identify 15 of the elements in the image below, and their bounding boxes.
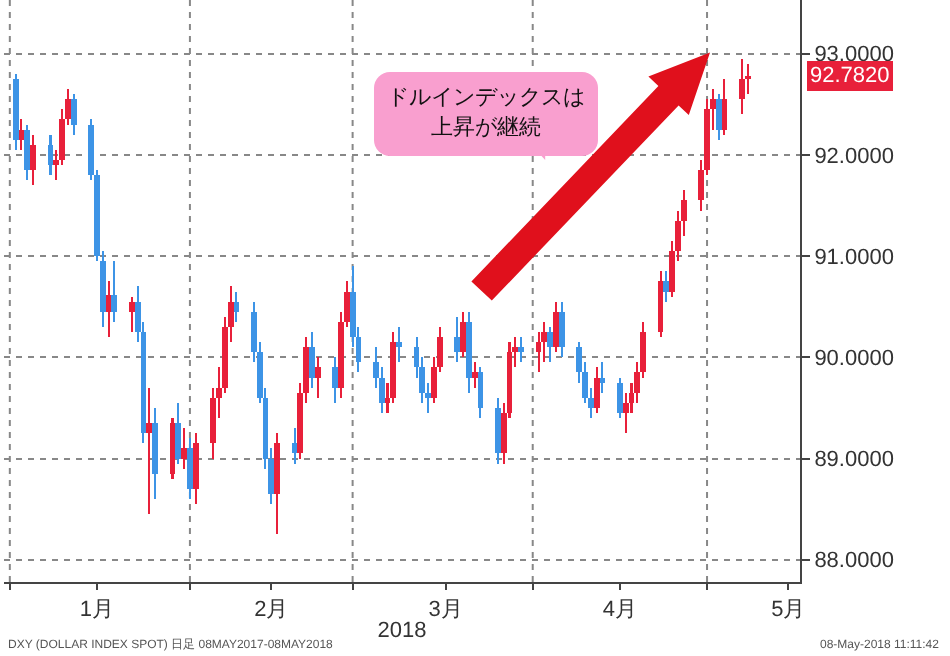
y-tick-label: 92.0000 — [814, 144, 894, 169]
x-tick-label: 5月 — [771, 598, 806, 623]
x-tick-label: 1月 — [79, 598, 115, 623]
y-tick-label: 89.0000 — [814, 448, 894, 473]
y-tick-label: 90.0000 — [814, 347, 894, 371]
candlestick — [146, 387, 153, 515]
x-tick-label: 4月 — [602, 598, 638, 623]
x-tick-label: 3月 — [428, 598, 463, 623]
x-tick-label: 2月 — [254, 598, 289, 623]
x-axis-title: 2018 — [377, 618, 427, 643]
text: 92.7820 — [810, 64, 890, 88]
annotation: ドルインデックスは上昇が継続 — [374, 72, 599, 157]
y-tick-label: 88.0000 — [814, 549, 894, 574]
y-tick-label: 91.0000 — [814, 245, 894, 270]
y-tick-label: 93.0000 — [814, 43, 894, 68]
